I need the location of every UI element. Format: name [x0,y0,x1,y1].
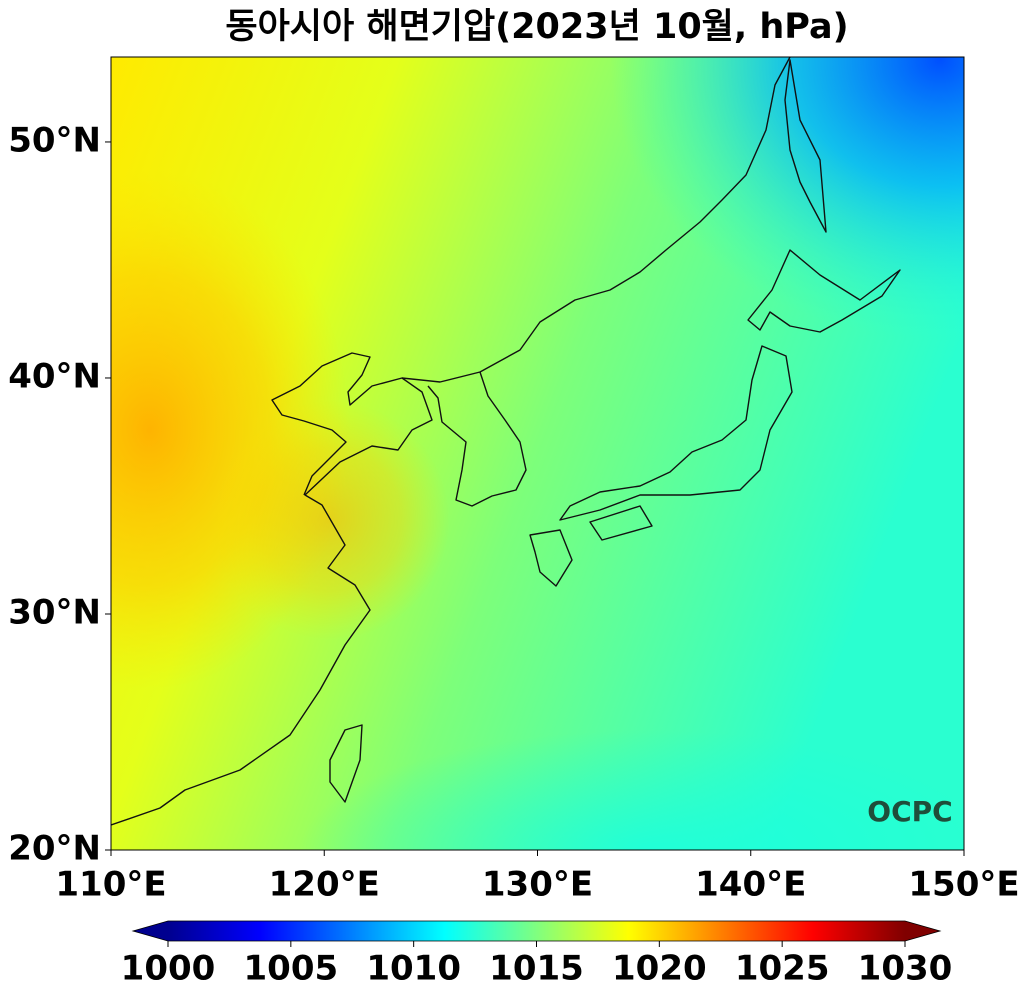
colorbar [168,921,905,941]
colorbar-tick-label: 1030 [858,949,953,989]
colorbar-tick-label: 1000 [121,949,216,989]
x-tick-label: 130°E [482,865,593,905]
x-tick-label: 110°E [55,865,166,905]
colorbar-tick-label: 1025 [735,949,830,989]
colorbar-tick-label: 1015 [489,949,584,989]
y-tick-label: 30°N [8,592,101,632]
x-tick-label: 120°E [269,865,380,905]
colorbar-tick-label: 1010 [366,949,461,989]
title: 동아시아 해면기압(2023년 10월, hPa) [225,7,848,47]
x-tick-label: 150°E [908,865,1019,905]
map-field [111,57,964,850]
colorbar-extend-low [133,921,168,941]
y-tick-label: 20°N [8,829,101,869]
colorbar-tick-label: 1005 [244,949,339,989]
x-tick-label: 140°E [695,865,806,905]
coastline [111,57,901,826]
y-tick-label: 50°N [8,120,101,160]
colorbar-tick-label: 1020 [612,949,707,989]
colorbar-extend-high [905,921,940,941]
y-tick-label: 40°N [8,356,101,396]
logo: OCPC [867,795,952,828]
